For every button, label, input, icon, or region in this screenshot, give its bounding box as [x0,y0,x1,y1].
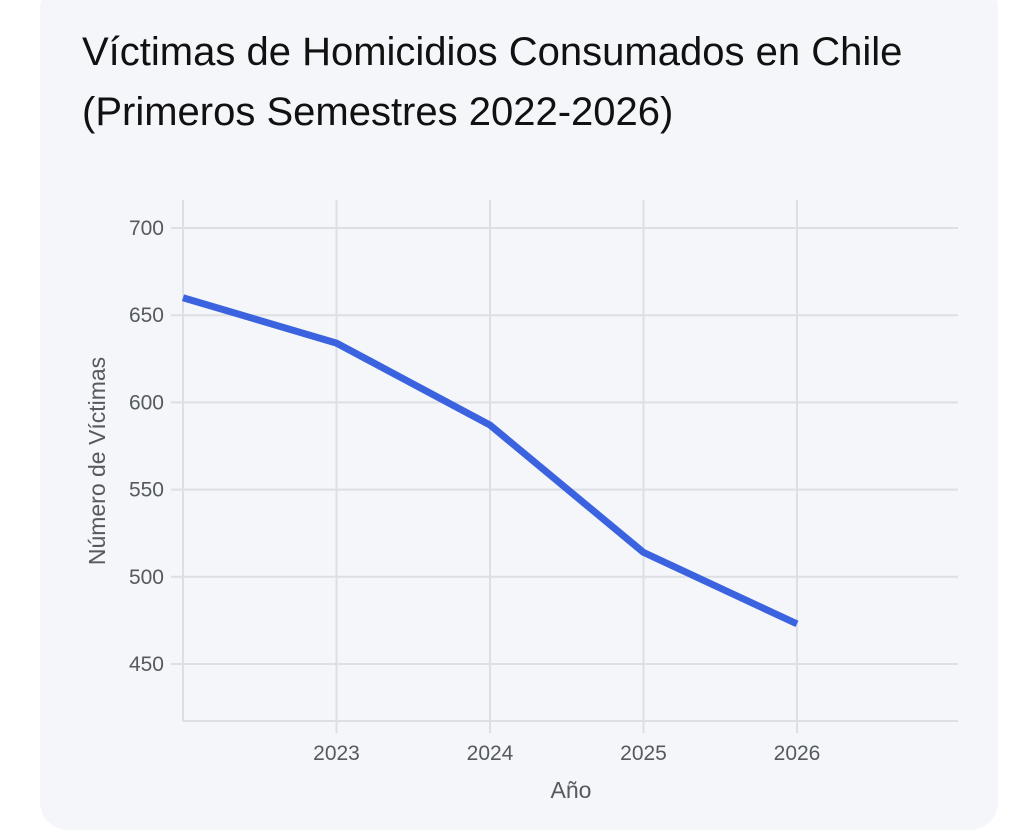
x-tick-label: 2026 [774,742,821,765]
y-tick-label: 700 [129,217,164,240]
y-tick-label: 500 [129,566,164,589]
chart-title: Víctimas de Homicidios Consumados en Chi… [82,30,903,134]
x-tick-label: 2025 [620,742,667,765]
series-layer [182,294,799,628]
label-layer: 700 650 600 550 500 450 2023 2024 2025 2026 [129,217,820,765]
x-axis-title: Año [551,777,592,803]
y-axis-title: Número de Víctimas [84,357,110,565]
y-tick-label: 650 [129,304,164,327]
axis-layer [182,200,958,722]
x-tick-label: 2024 [467,742,514,765]
y-tick-label: 550 [129,479,164,502]
y-tick-label: 600 [129,391,164,414]
grid-layer [171,200,958,733]
x-tick-label: 2023 [313,742,360,765]
series-line [182,294,799,628]
chart-card [40,0,998,830]
y-tick-label: 450 [129,653,164,676]
